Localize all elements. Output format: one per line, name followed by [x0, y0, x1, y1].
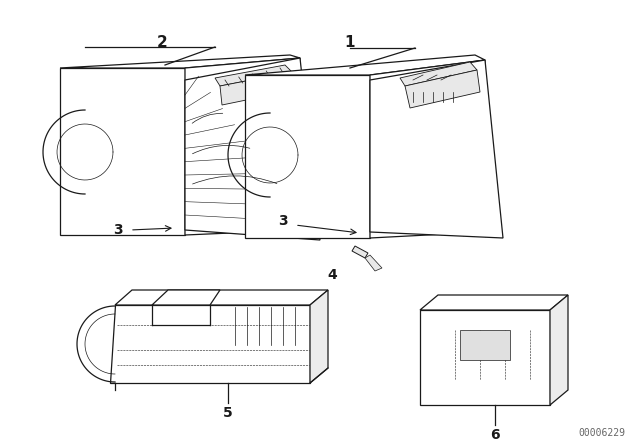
Polygon shape — [370, 60, 503, 238]
Text: 5: 5 — [223, 406, 233, 420]
Polygon shape — [185, 58, 300, 235]
Polygon shape — [185, 58, 320, 240]
Polygon shape — [405, 70, 480, 108]
Polygon shape — [60, 68, 185, 235]
Polygon shape — [420, 310, 550, 405]
Text: 4: 4 — [327, 268, 337, 282]
Polygon shape — [365, 255, 382, 271]
Polygon shape — [370, 60, 485, 238]
Polygon shape — [310, 290, 328, 383]
Polygon shape — [245, 55, 485, 75]
Polygon shape — [420, 295, 568, 310]
Polygon shape — [460, 330, 510, 360]
Polygon shape — [215, 65, 292, 86]
Polygon shape — [60, 55, 300, 68]
Text: 3: 3 — [278, 214, 288, 228]
Polygon shape — [110, 305, 310, 383]
Polygon shape — [115, 290, 328, 305]
Text: 1: 1 — [345, 34, 355, 49]
Polygon shape — [550, 295, 568, 405]
Polygon shape — [400, 62, 477, 86]
Polygon shape — [245, 75, 370, 238]
Polygon shape — [352, 246, 368, 258]
Text: 00006229: 00006229 — [578, 428, 625, 438]
Polygon shape — [152, 290, 220, 305]
Text: 6: 6 — [490, 428, 500, 442]
Text: 2: 2 — [157, 34, 168, 49]
Text: 3: 3 — [113, 223, 123, 237]
Polygon shape — [220, 72, 295, 105]
